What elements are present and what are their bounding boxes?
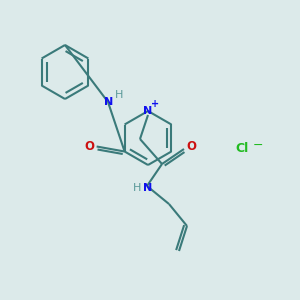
Text: +: +: [151, 99, 159, 109]
Text: H: H: [115, 90, 123, 100]
Text: N: N: [104, 97, 114, 107]
Text: N: N: [143, 183, 153, 193]
Text: O: O: [186, 140, 196, 154]
Text: O: O: [85, 140, 94, 153]
Text: Cl: Cl: [236, 142, 249, 154]
Text: −: −: [253, 139, 263, 152]
Text: N: N: [143, 106, 153, 116]
Text: H: H: [133, 183, 141, 193]
